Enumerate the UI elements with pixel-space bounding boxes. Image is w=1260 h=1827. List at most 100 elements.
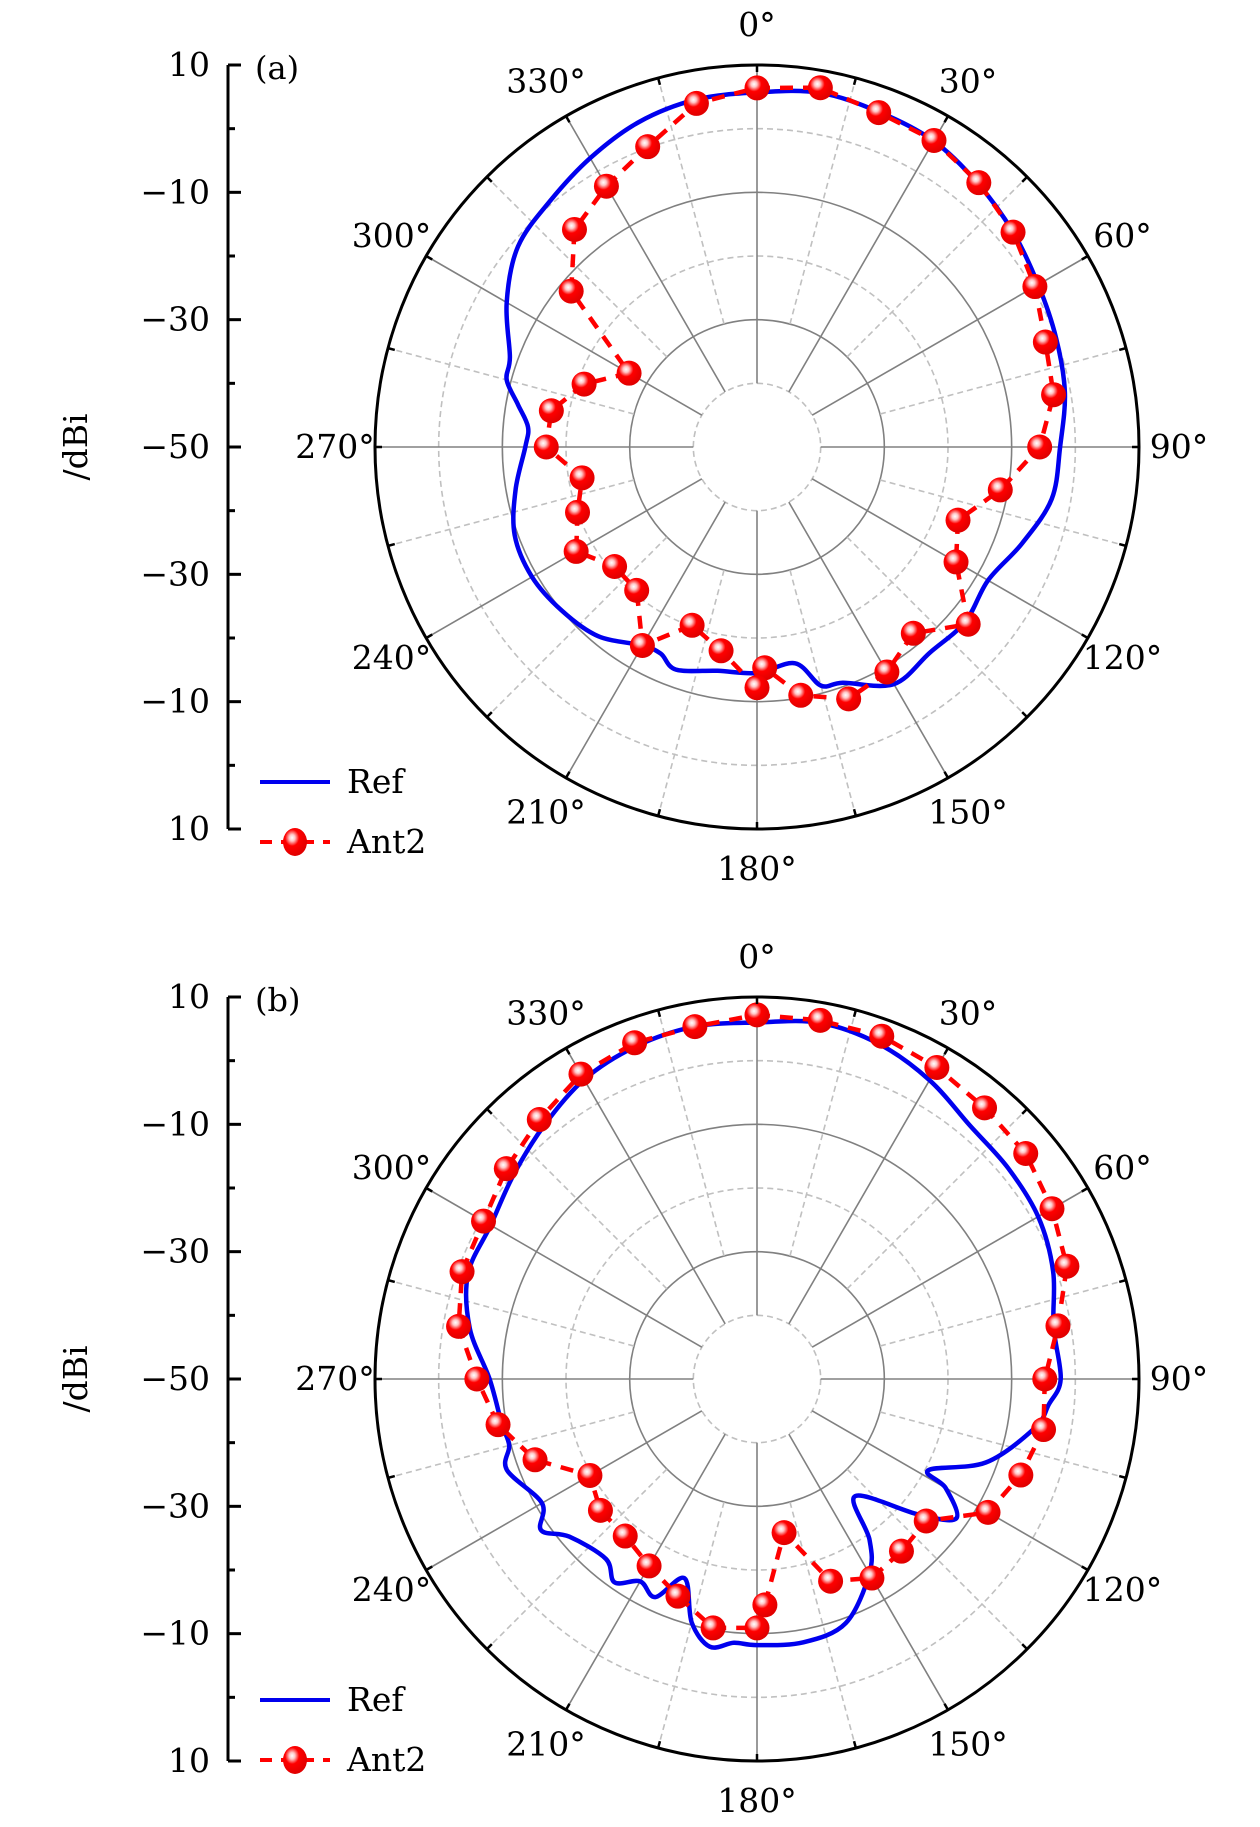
polar-grid-a	[375, 65, 1139, 829]
grid-spoke-dashed	[846, 536, 1028, 718]
ant2-marker	[616, 360, 642, 386]
angle-labels-b: 0° 30° 60° 90° 120° 150° 180° 210° 240° 270° 300° 3…	[295, 937, 1208, 1820]
grid-spoke-dashed	[387, 479, 635, 547]
ant2-marker	[577, 1462, 603, 1488]
angle-tick	[1081, 1565, 1089, 1572]
grid-spoke-dashed	[486, 1468, 668, 1650]
angle-tick	[564, 1703, 571, 1711]
angle-tick	[1021, 1108, 1028, 1115]
radial-tick-label: −50	[140, 1359, 210, 1398]
ant2-marker	[571, 371, 597, 397]
angle-tick-label: 150°	[928, 1724, 1008, 1763]
angle-tick	[1118, 1278, 1127, 1284]
angle-tick-label: 120°	[1083, 638, 1163, 677]
ant2-marker	[744, 1615, 770, 1641]
ref-series-b	[463, 1018, 1063, 1650]
ref-series-a	[504, 88, 1068, 689]
ant2-marker	[558, 278, 584, 304]
grid-ring-dashed	[692, 382, 822, 512]
grid-spoke-solid	[811, 1410, 1089, 1571]
radial-tick-label: −10	[140, 1104, 210, 1143]
ant2-marker	[587, 1497, 613, 1523]
ant2-marker	[771, 1520, 797, 1546]
ant2-marker	[568, 1061, 594, 1087]
ant2-marker	[682, 1014, 708, 1040]
ant2-marker	[1054, 1253, 1080, 1279]
legend-a: Ref Ant2	[260, 762, 426, 861]
angle-tick	[387, 1278, 396, 1284]
grid-spoke-dashed	[657, 1009, 725, 1257]
ant2-marker	[874, 659, 900, 685]
ant2-marker	[924, 1054, 950, 1080]
grid-spoke-dashed	[657, 77, 725, 325]
ant2-marker	[1032, 329, 1058, 355]
ant2-marker	[866, 100, 892, 126]
grid-spoke-solid	[425, 1187, 703, 1348]
angle-tick	[564, 1047, 571, 1055]
ant2-marker	[1000, 219, 1026, 245]
angle-tick-label: 30°	[939, 62, 998, 101]
grid-spoke-solid	[788, 115, 949, 393]
angle-tick-label: 30°	[939, 994, 998, 1033]
angle-tick-label: 300°	[352, 216, 432, 255]
angle-tick	[425, 254, 433, 261]
radial-tick-label: 10	[168, 45, 210, 84]
angle-tick	[425, 1565, 433, 1572]
ant2-marker	[593, 173, 619, 199]
ant2-marker	[752, 655, 778, 681]
ant2-marker	[1032, 1366, 1058, 1392]
legend-ant2-label: Ant2	[346, 822, 426, 861]
angle-tick-label: 270°	[295, 427, 375, 466]
ant2-marker	[1031, 1417, 1057, 1443]
grid-spoke-dashed	[387, 1279, 635, 1347]
angle-tick-label: 180°	[717, 1781, 797, 1820]
angle-tick	[852, 1740, 858, 1749]
angle-tick-label: 210°	[506, 1724, 586, 1763]
panel-a: 0° 30° 60° 90° 120° 150° 180° 210° 240° 270° 300° 3…	[56, 5, 1208, 888]
radial-tick-label: −10	[140, 172, 210, 211]
ant2-marker	[629, 632, 655, 658]
angle-tick	[1118, 542, 1127, 548]
ant2-marker	[565, 499, 591, 525]
ant2-marker	[869, 1023, 895, 1049]
radial-tick-label: 10	[168, 977, 210, 1016]
radial-tick-label: −30	[140, 554, 210, 593]
radial-tick-label: −30	[140, 300, 210, 339]
ant2-marker	[807, 75, 833, 101]
ant2-marker	[744, 1002, 770, 1028]
grid-spoke-dashed	[486, 536, 668, 718]
angle-tick-label: 60°	[1093, 1148, 1152, 1187]
ant2-marker	[987, 477, 1013, 503]
angle-tick	[1118, 1474, 1127, 1480]
grid-spoke-dashed	[387, 1411, 635, 1479]
angle-tick	[1021, 176, 1028, 183]
angle-tick	[852, 1009, 858, 1018]
grid-spoke-solid	[425, 255, 703, 416]
ant2-marker	[1039, 1196, 1065, 1222]
angle-tick	[656, 77, 662, 86]
angle-labels-a: 0° 30° 60° 90° 120° 150° 180° 210° 240° 270° 300° 3…	[295, 5, 1208, 888]
angle-tick-label: 240°	[352, 1570, 432, 1609]
angle-tick	[656, 1740, 662, 1749]
angle-tick-label: 0°	[738, 937, 776, 976]
ant2-marker	[913, 1508, 939, 1534]
legend-b: Ref Ant2	[260, 1680, 426, 1779]
ant2-marker	[1022, 274, 1048, 300]
angle-tick-label: 270°	[295, 1359, 375, 1398]
ant2-marker	[636, 1553, 662, 1579]
angle-tick	[486, 1108, 493, 1115]
grid-ring-dashed	[692, 1314, 822, 1444]
grid-spoke-dashed	[789, 77, 857, 325]
angle-tick	[486, 711, 493, 718]
radial-tick-label: −30	[140, 1486, 210, 1525]
ant2-marker	[526, 1107, 552, 1133]
grid-spoke-dashed	[879, 1411, 1127, 1479]
radial-tick-label: 10	[168, 809, 210, 848]
angle-tick-label: 330°	[506, 62, 586, 101]
angle-tick-label: 180°	[717, 849, 797, 888]
ant2-marker	[485, 1412, 511, 1438]
angle-tick	[564, 115, 571, 123]
ant2-marker	[612, 1523, 638, 1549]
angle-tick	[387, 542, 396, 548]
angle-tick	[387, 1474, 396, 1480]
